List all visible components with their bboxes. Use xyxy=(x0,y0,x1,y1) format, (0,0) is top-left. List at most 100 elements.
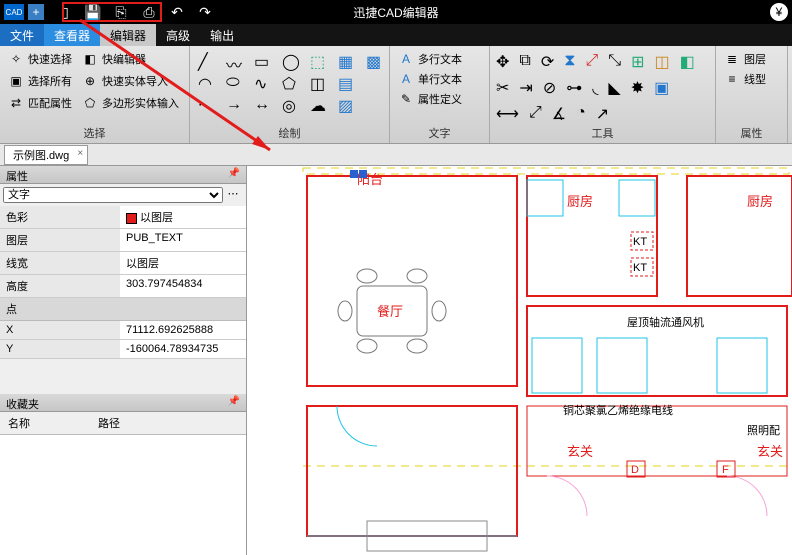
currency-icon[interactable]: ¥ xyxy=(770,3,788,21)
pin-icon[interactable]: 📌 xyxy=(228,168,240,181)
workspace: 属性 📌 文字 ⋯ 色彩以图层 图层PUB_TEXT 线宽以图层 高度303.7… xyxy=(0,166,792,555)
svg-text:D: D xyxy=(631,464,639,476)
fav-pin-icon[interactable]: 📌 xyxy=(228,396,240,409)
move-icon[interactable]: ✥ xyxy=(496,52,509,72)
app-icon: CAD xyxy=(4,4,24,20)
scale-icon[interactable]: ⤢ xyxy=(585,52,598,72)
window-title: 迅捷CAD编辑器 xyxy=(353,4,438,21)
favorites-title: 收藏夹 xyxy=(6,396,39,409)
match-icon: ⇄ xyxy=(8,95,24,111)
group-label-tools: 工具 xyxy=(496,125,709,143)
document-name: 示例图.dwg xyxy=(13,150,69,162)
array-icon[interactable]: ⊞ xyxy=(631,52,644,72)
cloud-icon[interactable]: ☁ xyxy=(310,96,328,114)
annotation-arrow xyxy=(80,12,290,162)
svg-text:厨房: 厨房 xyxy=(747,194,773,209)
prop-height-val[interactable]: 303.797454834 xyxy=(120,275,246,297)
match-props-button[interactable]: ⇄匹配属性 xyxy=(6,94,74,112)
document-tab[interactable]: 示例图.dwg × xyxy=(4,145,88,165)
color-swatch xyxy=(126,213,137,224)
hatch-icon[interactable]: ▩ xyxy=(366,52,384,70)
prop-height-key: 高度 xyxy=(0,275,120,297)
new-icon[interactable]: + xyxy=(28,4,44,20)
grid-icon[interactable]: ▦ xyxy=(338,52,356,70)
favorites-list[interactable] xyxy=(0,435,246,555)
svg-text:铜芯聚氯乙烯绝缘电线: 铜芯聚氯乙烯绝缘电线 xyxy=(563,403,673,417)
attr-def-button[interactable]: ✎属性定义 xyxy=(396,90,483,108)
prop-y-val[interactable]: -160064.78934735 xyxy=(120,340,246,358)
text-label: 单行文本 xyxy=(418,71,462,87)
image-icon[interactable]: ▨ xyxy=(338,96,356,114)
select-rect-icon[interactable]: ⬚ xyxy=(310,52,328,70)
face-icon[interactable]: ◫ xyxy=(310,74,328,92)
dim-radius-icon[interactable]: ◔ xyxy=(576,104,586,124)
align-icon[interactable]: ◧ xyxy=(680,52,695,72)
object-type-select[interactable]: 文字 xyxy=(3,187,223,203)
dim-aligned-icon[interactable]: ⤢ xyxy=(529,104,542,124)
ribbon-group-text: A多行文本 A单行文本 ✎属性定义 文字 xyxy=(390,46,490,143)
svg-text:F: F xyxy=(722,464,729,476)
extend-icon[interactable]: ⇥ xyxy=(519,78,532,98)
select-all-button[interactable]: ▣选择所有 xyxy=(6,72,74,90)
linetype-icon: ≡ xyxy=(724,71,740,87)
prop-layer-val[interactable]: PUB_TEXT xyxy=(120,229,246,251)
explode-icon[interactable]: ✸ xyxy=(631,78,644,98)
properties-panel: 属性 📌 文字 ⋯ 色彩以图层 图层PUB_TEXT 线宽以图层 高度303.7… xyxy=(0,166,247,555)
rotate-icon[interactable]: ⟳ xyxy=(541,52,554,72)
copy-icon[interactable]: ⧉ xyxy=(519,52,530,72)
layer-button[interactable]: ≣图层 xyxy=(722,50,781,68)
mtext-icon: A xyxy=(398,51,414,67)
panel-menu-icon[interactable]: ⋯ xyxy=(223,187,243,203)
mtext-button[interactable]: A多行文本 xyxy=(396,50,483,68)
match-label: 匹配属性 xyxy=(28,95,72,111)
tab-file[interactable]: 文件 xyxy=(0,24,44,46)
linetype-button[interactable]: ≡线型 xyxy=(722,70,781,88)
svg-text:屋顶轴流通风机: 屋顶轴流通风机 xyxy=(627,315,704,329)
drawing-canvas[interactable]: KT KT D F 阳台 厨房 厨房 餐厅 屋顶轴流通风机 铜芯聚氯 xyxy=(247,166,792,555)
svg-text:KT: KT xyxy=(633,262,647,274)
open-icon[interactable]: ▯ xyxy=(56,3,74,21)
prop-y-key: Y xyxy=(0,340,120,358)
chamfer-icon[interactable]: ◣ xyxy=(608,78,620,98)
dim-linear-icon[interactable]: ⟷ xyxy=(496,104,519,124)
favorites-header: 收藏夹 📌 xyxy=(0,394,246,412)
ribbon-group-tools: ✥ ⧉ ⟳ ⧗ ⤢ ⤡ ⊞ ◫ ◧ ✂ ⇥ ⊘ ⊶ ◟ ◣ ✸ ▣ ⟷ xyxy=(490,46,716,143)
floor-plan: KT KT D F 阳台 厨房 厨房 餐厅 屋顶轴流通风机 铜芯聚氯 xyxy=(247,166,792,555)
mtext-label: 多行文本 xyxy=(418,51,462,67)
svg-text:厨房: 厨房 xyxy=(567,194,593,209)
trim-icon[interactable]: ✂ xyxy=(496,78,509,98)
quick-select-label: 快速选择 xyxy=(28,51,72,67)
stretch-icon[interactable]: ⤡ xyxy=(608,52,621,72)
mirror-icon[interactable]: ⧗ xyxy=(564,52,575,72)
offset-icon[interactable]: ◫ xyxy=(655,52,670,72)
svg-text:餐厅: 餐厅 xyxy=(377,304,403,319)
leader-icon[interactable]: ↗ xyxy=(596,104,609,124)
fav-col-name: 名称 xyxy=(0,412,90,434)
attr-label: 属性定义 xyxy=(418,91,462,107)
layer-label: 图层 xyxy=(744,51,766,67)
dim-angular-icon[interactable]: ∡ xyxy=(552,104,566,124)
properties-title: 属性 xyxy=(6,168,28,181)
prop-linew-val[interactable]: 以图层 xyxy=(120,252,246,274)
svg-text:玄关: 玄关 xyxy=(567,444,593,459)
fillet-icon[interactable]: ◟ xyxy=(592,78,598,98)
svg-text:玄关: 玄关 xyxy=(757,444,783,459)
group-icon[interactable]: ▣ xyxy=(654,78,669,98)
fav-col-path: 路径 xyxy=(90,412,128,434)
prop-x-key: X xyxy=(0,321,120,339)
prop-linew-key: 线宽 xyxy=(0,252,120,274)
break-icon[interactable]: ⊘ xyxy=(543,78,556,98)
prop-point-header: 点 xyxy=(0,298,246,321)
text-button[interactable]: A单行文本 xyxy=(396,70,483,88)
properties-header: 属性 📌 xyxy=(0,166,246,184)
prop-color-key: 色彩 xyxy=(0,206,120,228)
ribbon-group-props: ≣图层 ≡线型 属性 xyxy=(716,46,788,143)
layer-icon: ≣ xyxy=(724,51,740,67)
join-icon[interactable]: ⊶ xyxy=(566,78,582,98)
region-icon[interactable]: ▤ xyxy=(338,74,356,92)
group-label-text: 文字 xyxy=(396,125,483,143)
quick-select-button[interactable]: ✧快速选择 xyxy=(6,50,74,68)
prop-color-val[interactable]: 以图层 xyxy=(120,206,246,228)
select-all-icon: ▣ xyxy=(8,73,24,89)
prop-x-val[interactable]: 71112.692625888 xyxy=(120,321,246,339)
